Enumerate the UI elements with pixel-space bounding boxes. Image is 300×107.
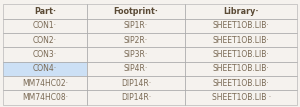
Bar bbox=[87, 91, 185, 105]
Text: MM74HC08·: MM74HC08· bbox=[22, 93, 68, 102]
Text: SIP1R·: SIP1R· bbox=[124, 21, 148, 30]
Text: SIP2R·: SIP2R· bbox=[124, 36, 148, 45]
Bar bbox=[3, 4, 87, 19]
Bar bbox=[87, 76, 185, 91]
Bar bbox=[3, 76, 87, 91]
Text: SHEET1OB.LIB·: SHEET1OB.LIB· bbox=[213, 50, 269, 59]
Bar bbox=[87, 47, 185, 62]
Text: SHEET1OB.LIB·: SHEET1OB.LIB· bbox=[213, 21, 269, 30]
Bar bbox=[185, 62, 297, 76]
Bar bbox=[3, 91, 87, 105]
Text: SIP4R·: SIP4R· bbox=[124, 64, 148, 73]
Bar bbox=[3, 19, 87, 33]
Text: MM74HC02·: MM74HC02· bbox=[22, 79, 68, 88]
Text: SHEET1OB.LIB·: SHEET1OB.LIB· bbox=[213, 36, 269, 45]
Bar bbox=[185, 19, 297, 33]
Bar bbox=[87, 19, 185, 33]
Text: DIP14R·: DIP14R· bbox=[121, 93, 151, 102]
Bar bbox=[3, 19, 87, 33]
Bar bbox=[3, 62, 87, 76]
Text: CON4·: CON4· bbox=[33, 64, 57, 73]
Bar bbox=[3, 62, 87, 76]
Bar bbox=[3, 76, 87, 91]
Text: CON2·: CON2· bbox=[33, 36, 57, 45]
Bar bbox=[3, 4, 87, 19]
Text: DIP14R·: DIP14R· bbox=[121, 79, 151, 88]
Bar bbox=[185, 76, 297, 91]
Bar bbox=[185, 47, 297, 62]
Bar bbox=[185, 47, 297, 62]
Bar bbox=[3, 33, 87, 47]
Bar bbox=[185, 4, 297, 19]
Bar bbox=[185, 33, 297, 47]
Text: Part·: Part· bbox=[34, 7, 56, 16]
Bar bbox=[87, 33, 185, 47]
Bar bbox=[87, 91, 185, 105]
Text: SHEET1OB.LIB ·: SHEET1OB.LIB · bbox=[212, 93, 271, 102]
Bar bbox=[185, 91, 297, 105]
Bar bbox=[87, 19, 185, 33]
Bar bbox=[185, 4, 297, 19]
Bar bbox=[185, 33, 297, 47]
Bar bbox=[3, 33, 87, 47]
Bar bbox=[87, 76, 185, 91]
Bar bbox=[185, 19, 297, 33]
Text: Library·: Library· bbox=[224, 7, 259, 16]
Bar bbox=[185, 62, 297, 76]
Bar bbox=[87, 4, 185, 19]
Bar bbox=[185, 91, 297, 105]
Bar bbox=[3, 47, 87, 62]
Bar bbox=[87, 47, 185, 62]
Text: CON1·: CON1· bbox=[33, 21, 57, 30]
Bar bbox=[185, 76, 297, 91]
Bar bbox=[87, 62, 185, 76]
Bar bbox=[87, 33, 185, 47]
Bar bbox=[3, 47, 87, 62]
Text: CON3·: CON3· bbox=[33, 50, 57, 59]
Text: SIP3R·: SIP3R· bbox=[124, 50, 148, 59]
Text: Footprint·: Footprint· bbox=[114, 7, 158, 16]
Text: SHEET1OB.LIB·: SHEET1OB.LIB· bbox=[213, 64, 269, 73]
Bar bbox=[87, 4, 185, 19]
Text: SHEET1OB.LIB·: SHEET1OB.LIB· bbox=[213, 79, 269, 88]
Bar bbox=[3, 91, 87, 105]
Bar bbox=[87, 62, 185, 76]
